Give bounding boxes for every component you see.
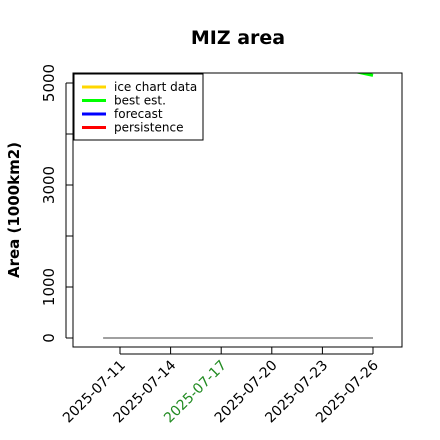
series-layer (103, 73, 374, 339)
legend-label: ice chart data (114, 80, 197, 94)
y-tick-label: 5000 (40, 64, 58, 102)
x-axis: 2025-07-112025-07-142025-07-172025-07-20… (60, 347, 382, 426)
y-tick-label: 3000 (40, 166, 58, 204)
legend-label: forecast (114, 107, 163, 121)
y-tick-label: 0 (40, 333, 58, 343)
legend-label: best est. (114, 94, 166, 108)
plot-frame (72, 72, 403, 348)
y-axis: 0 1000 3000 5000 (40, 64, 73, 343)
y-tick-label: 1000 (40, 268, 58, 306)
series-line-best-est- (354, 73, 374, 77)
legend-label: persistence (114, 121, 183, 135)
y-axis-label: Area (1000km2) (5, 142, 23, 278)
chart-title: MIZ area (191, 27, 285, 49)
